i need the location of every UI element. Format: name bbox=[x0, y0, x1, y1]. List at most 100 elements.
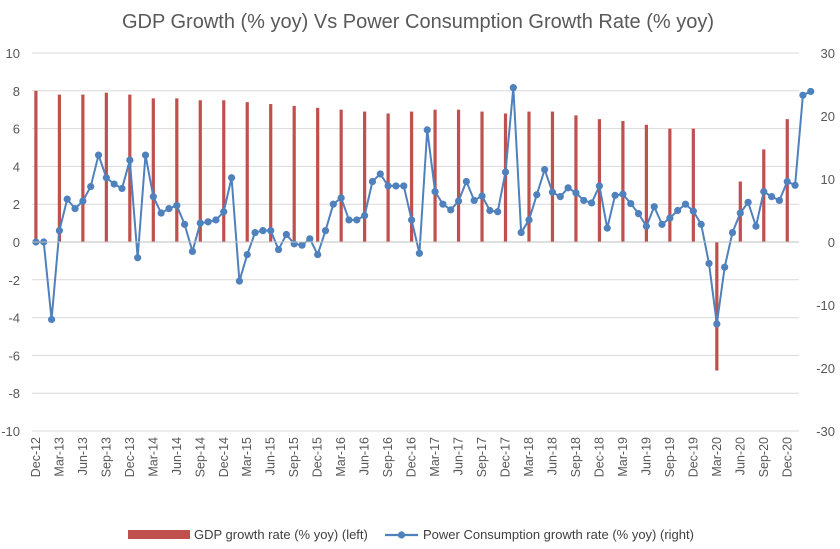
x-tick-label: Sep-17 bbox=[475, 437, 489, 477]
y-right-tick-label: -20 bbox=[816, 361, 835, 376]
power-point bbox=[587, 199, 596, 207]
power-point bbox=[400, 182, 408, 190]
y-left-tick-label: 4 bbox=[13, 159, 20, 174]
x-tick-label: Mar-16 bbox=[334, 437, 348, 477]
y-right-tick-label: 10 bbox=[821, 172, 835, 187]
power-point bbox=[173, 201, 181, 210]
power-point bbox=[71, 205, 79, 213]
x-tick-label: Jun-18 bbox=[545, 437, 559, 475]
x-tick-label: Mar-13 bbox=[52, 437, 66, 477]
power-point bbox=[204, 218, 212, 226]
gdp-bar bbox=[245, 102, 249, 242]
x-tick-label: Mar-18 bbox=[522, 437, 536, 477]
gdp-bar bbox=[480, 111, 484, 242]
power-point bbox=[55, 227, 63, 235]
gdp-bar bbox=[715, 242, 719, 371]
x-tick-label: Dec-17 bbox=[499, 437, 513, 477]
x-tick-label: Dec-12 bbox=[29, 437, 43, 477]
power-point bbox=[314, 251, 322, 259]
power-point bbox=[267, 227, 275, 235]
y-right-tick-label: 0 bbox=[828, 235, 835, 250]
y-right-tick-label: -30 bbox=[816, 424, 835, 439]
power-point bbox=[447, 206, 455, 214]
y-right-tick-label: 20 bbox=[821, 109, 835, 124]
x-tick-label: Mar-15 bbox=[240, 437, 254, 477]
gdp-bar bbox=[597, 119, 602, 242]
power-point bbox=[157, 209, 165, 217]
power-point bbox=[407, 216, 416, 224]
x-tick-label: Jun-13 bbox=[76, 437, 90, 475]
power-point bbox=[110, 180, 118, 188]
gdp-bar bbox=[503, 113, 508, 242]
power-point bbox=[149, 193, 157, 201]
power-point bbox=[345, 216, 353, 224]
power-point bbox=[595, 182, 604, 190]
power-point bbox=[298, 241, 306, 249]
gdp-bar bbox=[621, 121, 625, 242]
power-point bbox=[361, 211, 369, 220]
power-point bbox=[689, 207, 697, 215]
gdp-bar bbox=[34, 90, 38, 242]
y-right-tick-label: -10 bbox=[816, 298, 835, 313]
y-left-tick-label: 6 bbox=[13, 122, 20, 137]
gdp-bar bbox=[104, 92, 108, 242]
x-tick-label: Mar-20 bbox=[710, 437, 724, 477]
x-tick-label: Jun-19 bbox=[639, 437, 653, 475]
power-point bbox=[165, 205, 173, 213]
power-point bbox=[431, 188, 439, 196]
power-point bbox=[126, 156, 134, 164]
power-point bbox=[134, 254, 142, 262]
power-point bbox=[454, 197, 463, 205]
x-tick-label: Jun-14 bbox=[170, 437, 184, 475]
x-tick-label: Mar-19 bbox=[616, 437, 630, 477]
legend-line-marker bbox=[397, 531, 406, 539]
power-point bbox=[674, 206, 682, 215]
x-tick-label: Mar-14 bbox=[146, 437, 160, 477]
gdp-bar bbox=[574, 115, 578, 242]
x-tick-label: Jun-17 bbox=[452, 437, 466, 475]
x-tick-label: Sep-13 bbox=[99, 437, 113, 477]
power-point bbox=[564, 184, 572, 192]
power-point bbox=[517, 228, 525, 237]
power-point bbox=[783, 177, 791, 186]
power-point bbox=[243, 251, 251, 259]
y-left-tick-label: -8 bbox=[8, 386, 20, 401]
power-point bbox=[235, 277, 244, 285]
power-point bbox=[768, 193, 776, 201]
power-point bbox=[650, 203, 658, 211]
gdp-bar bbox=[456, 109, 461, 242]
power-point bbox=[556, 193, 564, 201]
gdp-bar bbox=[175, 98, 179, 242]
power-point bbox=[337, 194, 345, 202]
power-point bbox=[619, 190, 627, 198]
power-point bbox=[721, 263, 729, 271]
power-point bbox=[627, 199, 635, 208]
power-point bbox=[642, 222, 650, 230]
legend-line-label: Power Consumption growth rate (% yoy) (r… bbox=[423, 527, 694, 542]
power-point bbox=[462, 177, 470, 186]
power-point bbox=[799, 91, 807, 99]
x-tick-label: Jun-15 bbox=[264, 437, 278, 475]
power-point bbox=[102, 174, 110, 182]
power-point bbox=[697, 220, 705, 228]
power-point bbox=[141, 151, 150, 159]
power-point bbox=[603, 224, 611, 232]
gdp-bar bbox=[527, 111, 531, 242]
power-point bbox=[376, 170, 384, 178]
gdp-bar bbox=[151, 98, 155, 242]
power-point bbox=[353, 216, 361, 224]
x-tick-label: Dec-13 bbox=[123, 437, 137, 477]
power-point bbox=[807, 87, 815, 96]
power-point bbox=[478, 192, 486, 200]
power-point bbox=[220, 208, 228, 216]
y-left-tick-label: 10 bbox=[6, 46, 20, 61]
power-point bbox=[752, 222, 760, 230]
power-point bbox=[728, 228, 737, 237]
power-point bbox=[791, 181, 799, 189]
x-tick-label: Dec-20 bbox=[780, 437, 794, 477]
power-point bbox=[775, 196, 784, 205]
power-point bbox=[439, 200, 447, 208]
gdp-bar bbox=[644, 124, 648, 242]
legend-bar-swatch bbox=[128, 530, 190, 539]
x-tick-label: Sep-14 bbox=[193, 437, 207, 477]
